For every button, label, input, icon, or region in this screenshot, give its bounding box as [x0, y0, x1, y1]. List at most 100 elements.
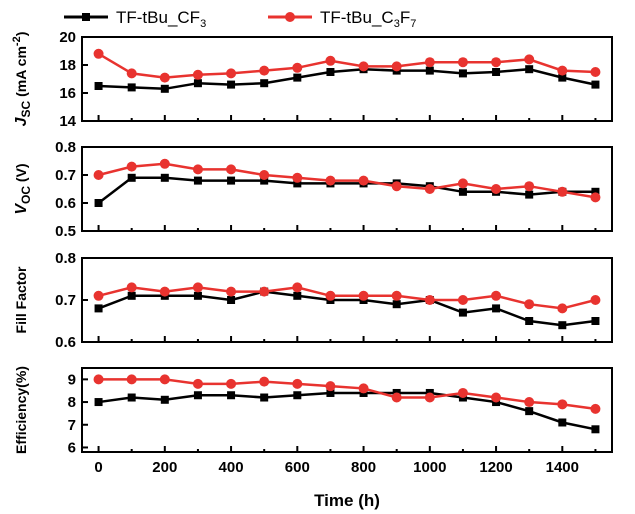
- data-point: [558, 73, 567, 82]
- legend-marker: [82, 13, 90, 21]
- y-axis-label: Efficiency(%): [13, 366, 29, 454]
- x-tick-label: 400: [219, 459, 244, 476]
- data-point: [524, 397, 535, 408]
- y-tick-label: 18: [59, 57, 76, 74]
- data-point: [491, 184, 502, 194]
- data-point: [292, 282, 303, 293]
- data-point: [358, 383, 369, 394]
- data-point: [590, 403, 601, 414]
- data-point: [259, 376, 270, 387]
- y-tick-label: 16: [59, 85, 76, 102]
- data-point: [457, 387, 468, 398]
- data-point: [127, 393, 136, 402]
- y-tick-label: 14: [59, 113, 76, 130]
- data-point: [293, 73, 302, 82]
- data-point: [492, 68, 501, 76]
- data-point: [591, 187, 600, 196]
- data-point: [591, 80, 600, 89]
- x-tick-label: 200: [152, 459, 177, 476]
- y-tick-label: 0.8: [55, 139, 76, 156]
- data-point: [193, 291, 202, 300]
- data-point: [160, 395, 169, 404]
- data-point: [259, 65, 270, 76]
- data-point: [457, 295, 468, 305]
- data-point: [93, 374, 104, 385]
- data-point: [192, 69, 203, 80]
- data-point: [391, 61, 402, 72]
- data-point: [259, 170, 270, 180]
- data-point: [557, 65, 568, 76]
- series-cf3: [94, 287, 600, 330]
- x-axis: 0 200 400 600 800 1000 1200 1400 Time (h): [94, 459, 579, 510]
- data-point: [525, 407, 534, 416]
- data-point: [325, 290, 336, 301]
- data-point: [93, 48, 104, 59]
- data-point: [325, 55, 336, 66]
- series-cf3: [94, 173, 600, 207]
- legend: TF-tBu_CF3 TF-tBu_C3F7: [64, 8, 416, 30]
- data-point: [524, 54, 535, 65]
- data-point: [226, 378, 237, 389]
- y-tick-label: 0.6: [55, 195, 76, 212]
- legend-entry: TF-tBu_CF3: [64, 8, 206, 30]
- data-point: [458, 69, 467, 78]
- data-point: [226, 68, 237, 79]
- data-point: [292, 62, 303, 73]
- panel-2: 0.5 0.6 0.7 0.8 VOC (V): [13, 139, 613, 240]
- data-point: [193, 79, 202, 88]
- legend-label: TF-tBu_C3F7: [320, 8, 416, 30]
- x-tick-label: 1400: [546, 459, 579, 476]
- data-point: [525, 317, 534, 325]
- panel-1: 14 16 18 20 JSC (mA cm-2): [11, 29, 613, 130]
- panel-3: 0.6 0.7 0.8 Fill Factor: [13, 250, 613, 351]
- data-point: [192, 282, 203, 293]
- y-tick-label: 6: [68, 439, 76, 456]
- data-point: [391, 392, 402, 403]
- data-point: [127, 173, 136, 182]
- series-c3f7: [93, 374, 601, 414]
- data-point: [358, 175, 369, 186]
- x-axis-title: Time (h): [314, 491, 380, 510]
- data-point: [260, 79, 269, 88]
- data-point: [392, 300, 401, 309]
- data-point: [293, 291, 302, 300]
- data-point: [557, 399, 568, 410]
- data-point: [492, 304, 501, 313]
- data-point: [591, 317, 600, 325]
- y-tick-label: 7: [68, 417, 76, 434]
- data-point: [260, 393, 269, 402]
- data-point: [591, 425, 600, 434]
- data-point: [558, 321, 567, 330]
- data-point: [558, 418, 567, 427]
- data-point: [491, 290, 502, 301]
- y-tick-label: 0.8: [55, 250, 76, 267]
- data-point: [260, 176, 269, 185]
- data-point: [159, 286, 170, 297]
- data-point: [358, 61, 369, 72]
- plot-frame: [81, 146, 613, 232]
- x-tick-label: 600: [285, 459, 310, 476]
- data-point: [193, 391, 202, 400]
- x-tick-label: 800: [351, 459, 376, 476]
- legend-label: TF-tBu_CF3: [116, 8, 206, 30]
- x-tick-label: 1200: [479, 459, 512, 476]
- data-point: [424, 392, 435, 403]
- x-tick-label: 0: [94, 459, 102, 476]
- data-point: [425, 66, 434, 75]
- series-line: [98, 378, 596, 411]
- data-point: [193, 176, 202, 185]
- panel-4: 6 7 8 9 Efficiency(%): [13, 366, 613, 456]
- data-point: [160, 173, 169, 182]
- legend-marker: [285, 12, 295, 22]
- y-tick-label: 20: [59, 29, 76, 46]
- data-point: [358, 290, 369, 301]
- data-point: [126, 161, 137, 172]
- data-point: [226, 286, 237, 297]
- data-point: [424, 295, 435, 305]
- y-axis-label: VOC (V): [13, 163, 33, 214]
- data-point: [293, 391, 302, 400]
- series-c3f7: [93, 158, 601, 203]
- data-point: [524, 181, 535, 192]
- data-point: [226, 164, 237, 175]
